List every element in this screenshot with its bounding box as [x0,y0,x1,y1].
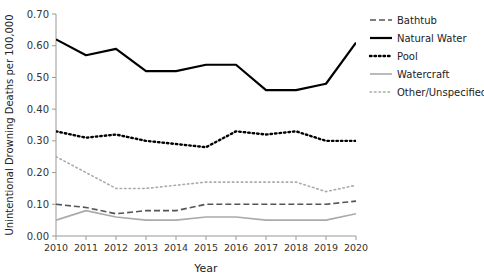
x-axis-label: Year [193,262,218,275]
x-tick [86,236,87,240]
legend-label: Bathtub [397,15,437,26]
y-tick [52,45,56,46]
legend-label: Pool [397,51,418,62]
x-tick-label: 2015 [194,242,218,253]
x-tick [146,236,147,240]
y-axis-label: Unintentional Drowning Deaths per 100,00… [4,14,15,235]
x-axis-line [56,236,356,237]
legend: Bathtub Natural Water Pool Watercraft Other/… [370,15,484,98]
x-tick [326,236,327,240]
x-tick [296,236,297,240]
x-tick [356,236,357,240]
y-tick [52,236,56,237]
x-tick-label: 2019 [314,242,338,253]
y-tick [52,109,56,110]
y-tick-label: 0.70 [27,9,49,20]
x-tick [116,236,117,240]
x-tick-label: 2011 [74,242,98,253]
series-line [56,131,356,147]
series-line [56,39,356,90]
plot-area [56,39,356,220]
legend-label: Natural Water [397,33,468,44]
y-tick-label: 0.20 [27,167,49,178]
y-tick-label: 0.30 [27,135,49,146]
y-tick [52,14,56,15]
y-tick [52,77,56,78]
y-tick [52,204,56,205]
series-line [56,201,356,214]
y-tick-label: 0.00 [27,231,49,242]
x-tick [176,236,177,240]
chart: 0.00 0.10 0.20 0.30 0.40 0.50 0.60 0.70 2010 2011… [0,0,484,280]
y-tick-label: 0.10 [27,199,49,210]
series-line [56,211,356,221]
x-tick [206,236,207,240]
legend-label: Other/Unspecified [397,87,484,98]
x-tick-label: 2013 [134,242,158,253]
x-tick-label: 2016 [224,242,248,253]
y-tick-label: 0.60 [27,40,49,51]
y-tick [52,140,56,141]
x-tick [56,236,57,240]
x-tick-label: 2012 [104,242,128,253]
legend-swatch [370,91,392,93]
x-tick [236,236,237,240]
x-tick-label: 2018 [284,242,308,253]
series-line [56,157,356,192]
y-tick-label: 0.50 [27,72,49,83]
legend-label: Watercraft [397,69,449,80]
y-axis-line [56,14,57,236]
x-tick [266,236,267,240]
legend-swatch [370,37,392,39]
y-tick-label: 0.40 [27,104,49,115]
y-tick [52,172,56,173]
x-tick-label: 2010 [44,242,68,253]
legend-swatch [370,73,392,75]
x-tick-label: 2017 [254,242,278,253]
legend-swatch [370,19,392,21]
legend-swatch [370,55,392,57]
x-tick-label: 2020 [344,242,368,253]
x-tick-label: 2014 [164,242,188,253]
